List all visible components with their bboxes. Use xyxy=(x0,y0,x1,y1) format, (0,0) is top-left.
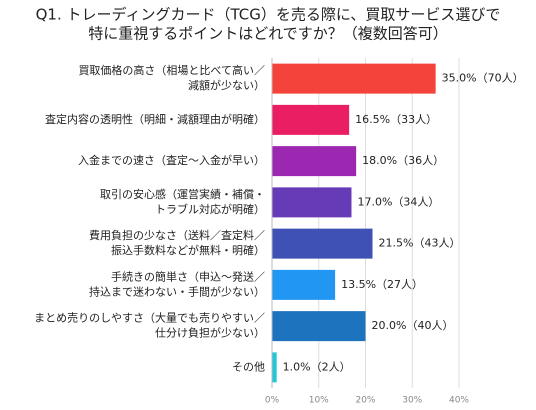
value-label: 18.0%（36人） xyxy=(362,154,444,167)
bar xyxy=(272,146,357,177)
value-label: 13.5%（27人） xyxy=(341,278,423,291)
value-label: 35.0%（70人） xyxy=(442,72,524,85)
chart-title: 特に重視するポイントはどれですか？（複数回答可） xyxy=(88,25,448,43)
bar xyxy=(272,104,350,135)
x-tick-label: 20% xyxy=(355,396,375,406)
x-tick-label: 40% xyxy=(449,396,469,406)
bar xyxy=(272,63,436,94)
value-label: 20.0%（40人） xyxy=(372,319,454,332)
bar xyxy=(272,311,366,342)
category-label: トラブル対応が明確） xyxy=(155,202,265,216)
value-label: 17.0%（34人） xyxy=(357,195,439,208)
category-label: 減額が少ない） xyxy=(188,78,265,92)
category-label: 手続きの簡単さ（申込〜発送／ xyxy=(111,269,265,283)
bar xyxy=(272,187,352,218)
category-label: その他 xyxy=(232,360,265,373)
category-label: 入金までの速さ（査定〜入金が早い） xyxy=(78,153,265,167)
bar xyxy=(272,228,373,259)
value-label: 1.0%（2人） xyxy=(283,360,351,373)
category-label: 買取価格の高さ（相場と比べて高い／ xyxy=(78,63,265,77)
chart-title: Q1. トレーディングカード（TCG）を売る際に、買取サービス選びで xyxy=(36,6,501,24)
bar xyxy=(272,269,336,300)
category-label: 振込手数料などが無料・明確） xyxy=(111,243,265,257)
bar xyxy=(272,352,277,383)
value-label: 16.5%（33人） xyxy=(355,113,437,126)
category-label: 仕分け負担が少ない） xyxy=(155,326,265,340)
x-tick-label: 30% xyxy=(402,396,422,406)
category-label: 取引の安心感（運営実績・補償・ xyxy=(100,187,265,201)
category-label: 持込まで迷わない・手間が少ない） xyxy=(89,284,265,298)
category-label: まとめ売りのしやすさ（大量でも売りやすい／ xyxy=(34,311,265,325)
x-tick-label: 0% xyxy=(265,396,280,406)
category-label: 査定内容の透明性（明細・減額理由が明確） xyxy=(45,112,265,126)
category-label: 費用負担の少なさ（送料／査定料／ xyxy=(89,228,265,242)
x-tick-label: 10% xyxy=(309,396,329,406)
value-label: 21.5%（43人） xyxy=(379,237,461,250)
